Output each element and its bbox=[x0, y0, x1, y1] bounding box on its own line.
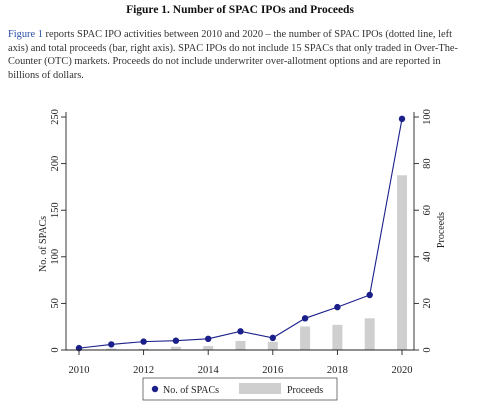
spac-count-point bbox=[398, 115, 406, 123]
left-axis-tick-label: 0 bbox=[50, 347, 61, 352]
legend-marker-spacs bbox=[151, 385, 159, 393]
left-axis-title: No. of SPACs bbox=[38, 216, 49, 272]
right-axis-tick-label: 40 bbox=[422, 252, 433, 263]
left-axis-tick-label: 150 bbox=[50, 202, 61, 218]
x-axis-tick-label: 2014 bbox=[198, 365, 220, 376]
proceeds-bar bbox=[300, 326, 311, 350]
legend-label-proceeds: Proceeds bbox=[287, 385, 323, 396]
right-axis-tick-label: 100 bbox=[422, 109, 433, 125]
spac-count-point bbox=[334, 303, 341, 311]
spac-count-point bbox=[140, 338, 147, 345]
proceeds-bar bbox=[138, 348, 149, 350]
spac-count-point bbox=[172, 337, 180, 344]
x-axis-tick-label: 2010 bbox=[69, 365, 90, 376]
legend-swatch-proceeds bbox=[239, 383, 281, 394]
figure-caption: Figure 1 reports SPAC IPO activities bet… bbox=[8, 28, 470, 82]
left-axis-tick-label: 200 bbox=[50, 156, 61, 172]
chart-axes: 0 50 100 150 200 250 0 20 40 60 80 100 2010 2012 2014 2… bbox=[38, 109, 447, 376]
proceeds-bar bbox=[267, 341, 278, 350]
x-axis-tick-label: 2012 bbox=[133, 365, 154, 376]
proceeds-bar bbox=[235, 340, 246, 350]
left-axis-tick-label: 100 bbox=[50, 249, 61, 265]
proceeds-bar bbox=[332, 324, 343, 350]
proceeds-bar bbox=[397, 175, 407, 350]
right-axis-tick-label: 20 bbox=[422, 298, 433, 309]
spac-count-point bbox=[237, 328, 244, 335]
caption-figure-ref: Figure 1 bbox=[8, 29, 43, 40]
proceeds-bar bbox=[203, 346, 214, 350]
spac-count-point bbox=[269, 334, 276, 342]
x-axis-tick-label: 2018 bbox=[327, 365, 348, 376]
proceeds-bars bbox=[74, 175, 407, 351]
x-axis-tick-label: 2016 bbox=[262, 365, 283, 376]
left-axis-tick-label: 250 bbox=[50, 109, 61, 125]
proceeds-bar bbox=[364, 318, 375, 350]
spac-count-line bbox=[78, 118, 403, 349]
proceeds-bar bbox=[170, 346, 181, 350]
spac-count-point bbox=[301, 315, 309, 322]
right-axis-title: Proceeds bbox=[436, 212, 447, 248]
legend-label-spacs: No. of SPACs bbox=[163, 385, 219, 396]
x-axis-tick-label: 2020 bbox=[392, 365, 413, 376]
spac-count-point bbox=[366, 291, 373, 299]
spac-count-point bbox=[108, 341, 115, 348]
chart-legend: No. of SPACs Proceeds bbox=[142, 377, 338, 401]
caption-text: reports SPAC IPO activities between 2010… bbox=[8, 29, 458, 81]
right-axis-tick-label: 0 bbox=[422, 347, 433, 352]
figure-title: Figure 1. Number of SPAC IPOs and Procee… bbox=[126, 4, 354, 16]
right-axis-tick-label: 80 bbox=[422, 158, 433, 169]
right-axis-tick-label: 60 bbox=[422, 205, 433, 216]
spac-count-series bbox=[75, 115, 406, 352]
spac-count-point bbox=[205, 335, 212, 343]
proceeds-bar bbox=[106, 348, 117, 350]
left-axis-tick-label: 50 bbox=[50, 298, 61, 309]
